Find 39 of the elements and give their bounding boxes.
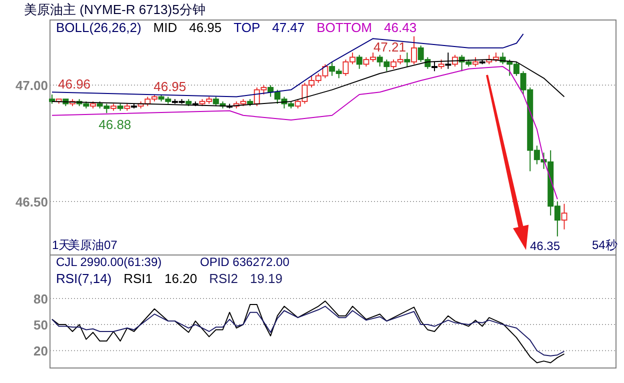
y-tick-label: 46.50 bbox=[15, 194, 48, 210]
annotation: 46.95 bbox=[189, 20, 222, 35]
y-tick-label: 47.00 bbox=[15, 78, 48, 94]
y-tick-label: 50 bbox=[34, 318, 48, 333]
annotation: BOLL(26,26,2) bbox=[56, 20, 142, 35]
annotation: 47.21 bbox=[373, 39, 406, 54]
annotation: 1天 bbox=[52, 238, 71, 252]
candlestick bbox=[404, 52, 410, 68]
annotation: 16.20 bbox=[164, 271, 198, 286]
text: BOTTOM bbox=[316, 20, 372, 35]
candlestick bbox=[410, 36, 417, 65]
candlestick bbox=[356, 54, 362, 70]
text: MID bbox=[153, 20, 178, 35]
candlestick bbox=[49, 94, 55, 104]
candlestick bbox=[438, 59, 444, 70]
candlestick bbox=[472, 56, 478, 68]
annotation: CJL 2990.00(61:39) bbox=[56, 255, 162, 269]
annotation: 19.19 bbox=[250, 271, 283, 286]
annotation: 46.35 bbox=[530, 239, 560, 253]
line-series bbox=[52, 66, 558, 200]
text: 54秒 bbox=[592, 238, 618, 252]
chart-title: 美原油主 (NYME-R 6713)5分钟 bbox=[24, 2, 206, 17]
annotation: 47.47 bbox=[272, 20, 305, 35]
y-tick-label: 80 bbox=[34, 291, 48, 306]
annotation: 46.88 bbox=[98, 117, 132, 132]
annotation: RSI(7,14) bbox=[56, 271, 112, 286]
line-series bbox=[52, 33, 524, 98]
series-label: RSI1 bbox=[124, 271, 153, 286]
text: TOP bbox=[234, 20, 260, 35]
annotation: 46.96 bbox=[58, 76, 91, 92]
line-series bbox=[52, 306, 565, 356]
candlestick bbox=[561, 203, 568, 230]
text: RSI2 bbox=[209, 271, 238, 286]
y-tick-label: 20 bbox=[34, 344, 48, 359]
annotation: OPID 636272.00 bbox=[200, 255, 290, 269]
line-series bbox=[52, 300, 565, 364]
annotation: 46.95 bbox=[154, 78, 186, 94]
annotation: 美原油07 bbox=[68, 238, 118, 252]
annotation: 46.43 bbox=[384, 20, 417, 35]
